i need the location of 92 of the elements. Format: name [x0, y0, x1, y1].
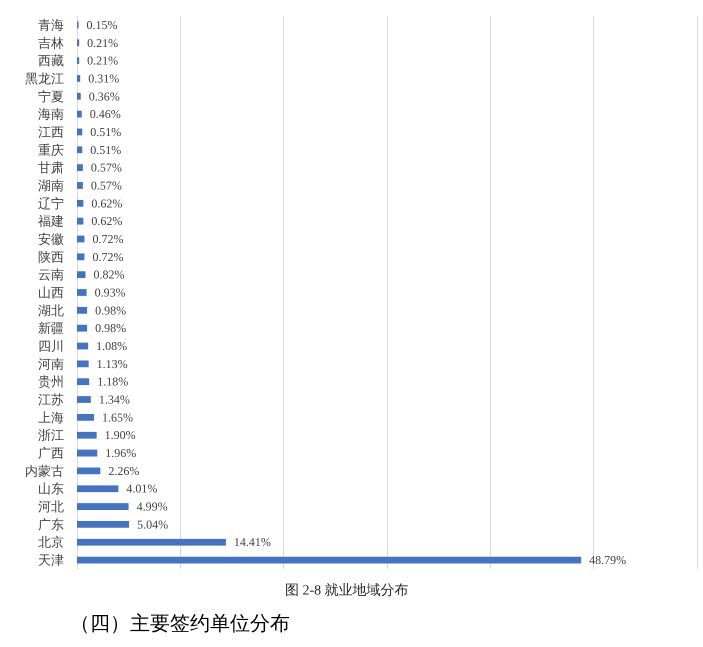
data-label: 1.65% [102, 410, 134, 424]
y-tick-label: 贵州 [38, 374, 64, 390]
y-tick-label: 天津 [38, 552, 64, 568]
y-tick-label: 河南 [38, 356, 64, 372]
bar [77, 110, 82, 118]
data-label: 1.13% [96, 356, 128, 371]
bar [77, 450, 98, 456]
y-tick-label: 内蒙古 [25, 463, 64, 478]
data-label: 4.01% [126, 482, 158, 496]
bar [77, 164, 83, 172]
bar [77, 342, 88, 350]
data-label: 0.36% [88, 89, 120, 104]
data-label: 0.82% [93, 268, 124, 282]
y-tick-label: 山西 [38, 285, 64, 300]
data-label: 0.21% [87, 36, 118, 50]
y-tick-label: 福建 [38, 214, 64, 229]
text: 图 2-8 就业地域分布 [285, 582, 409, 598]
y-tick-label: 上海 [38, 410, 64, 425]
y-tick-label: 甘肃 [38, 160, 64, 176]
bar [77, 271, 86, 278]
y-tick-label: 安徽 [38, 231, 64, 246]
bar [77, 396, 91, 403]
bar [77, 146, 82, 154]
data-label: 1.96% [105, 446, 136, 460]
bar [77, 182, 83, 189]
data-label: 0.57% [90, 160, 122, 175]
bar [77, 289, 87, 296]
y-tick-label: 四川 [38, 338, 64, 354]
data-label: 1.18% [97, 374, 128, 389]
y-tick-label: 宁夏 [38, 88, 64, 104]
data-label: 2.26% [108, 464, 140, 478]
text: （四）主要签约单位分布 [70, 612, 290, 635]
y-tick-label: 江苏 [38, 392, 64, 408]
y-tick-label: 云南 [38, 267, 64, 282]
bar [77, 521, 130, 528]
y-tick-label: 重庆 [38, 142, 64, 158]
bar [77, 200, 84, 207]
y-tick-label: 河北 [38, 499, 64, 514]
data-label: 0.31% [88, 71, 120, 86]
data-label: 1.08% [96, 339, 128, 354]
bar [77, 503, 129, 510]
data-label: 0.72% [92, 250, 124, 264]
data-label: 0.51% [90, 142, 122, 157]
data-label: 0.21% [87, 54, 118, 68]
data-label: 14.41% [234, 535, 271, 550]
y-tick-label: 浙江 [38, 428, 64, 443]
bar [77, 324, 88, 332]
data-label: 0.15% [86, 18, 118, 32]
bar [77, 414, 94, 421]
y-tick-label: 西藏 [38, 53, 64, 68]
data-label: 0.93% [94, 286, 126, 300]
data-label: 0.57% [90, 178, 122, 192]
bar [77, 538, 226, 546]
data-label: 0.46% [90, 107, 121, 122]
bar [77, 468, 100, 474]
bar [77, 432, 97, 439]
bar [77, 236, 84, 242]
data-label: 1.34% [98, 392, 130, 407]
bar [77, 485, 118, 492]
bar [77, 306, 88, 314]
data-label: 5.04% [137, 517, 168, 532]
bar [77, 378, 90, 386]
y-tick-label: 青海 [38, 17, 64, 32]
y-tick-label: 吉林 [38, 35, 64, 50]
data-label: 0.72% [92, 232, 124, 246]
y-tick-label: 海南 [38, 106, 64, 122]
y-tick-label: 江西 [38, 124, 64, 140]
y-tick-label: 广东 [38, 516, 64, 532]
y-tick-label: 湖北 [38, 302, 64, 318]
y-tick-label: 辽宁 [38, 196, 64, 211]
y-tick-label: 新疆 [38, 320, 64, 336]
data-label: 4.99% [136, 500, 168, 514]
bar [77, 92, 81, 100]
data-label: 0.98% [95, 303, 126, 318]
y-tick-label: 黑龙江 [25, 70, 64, 86]
y-tick-label: 陕西 [38, 249, 64, 264]
data-label: 0.51% [90, 124, 122, 139]
data-label: 0.62% [91, 214, 122, 228]
bar [77, 556, 582, 564]
bar [77, 253, 84, 260]
bar [77, 218, 84, 225]
y-tick-label: 山东 [38, 481, 64, 496]
bar [77, 128, 82, 136]
data-label: 1.90% [104, 428, 136, 442]
y-tick-label: 北京 [38, 534, 64, 550]
y-tick-label: 湖南 [38, 178, 64, 193]
data-label: 0.98% [95, 321, 126, 336]
data-label: 0.62% [91, 196, 122, 210]
bar [77, 75, 80, 82]
y-tick-label: 广西 [38, 446, 64, 461]
data-label: 48.79% [589, 553, 626, 568]
bar [77, 360, 89, 368]
